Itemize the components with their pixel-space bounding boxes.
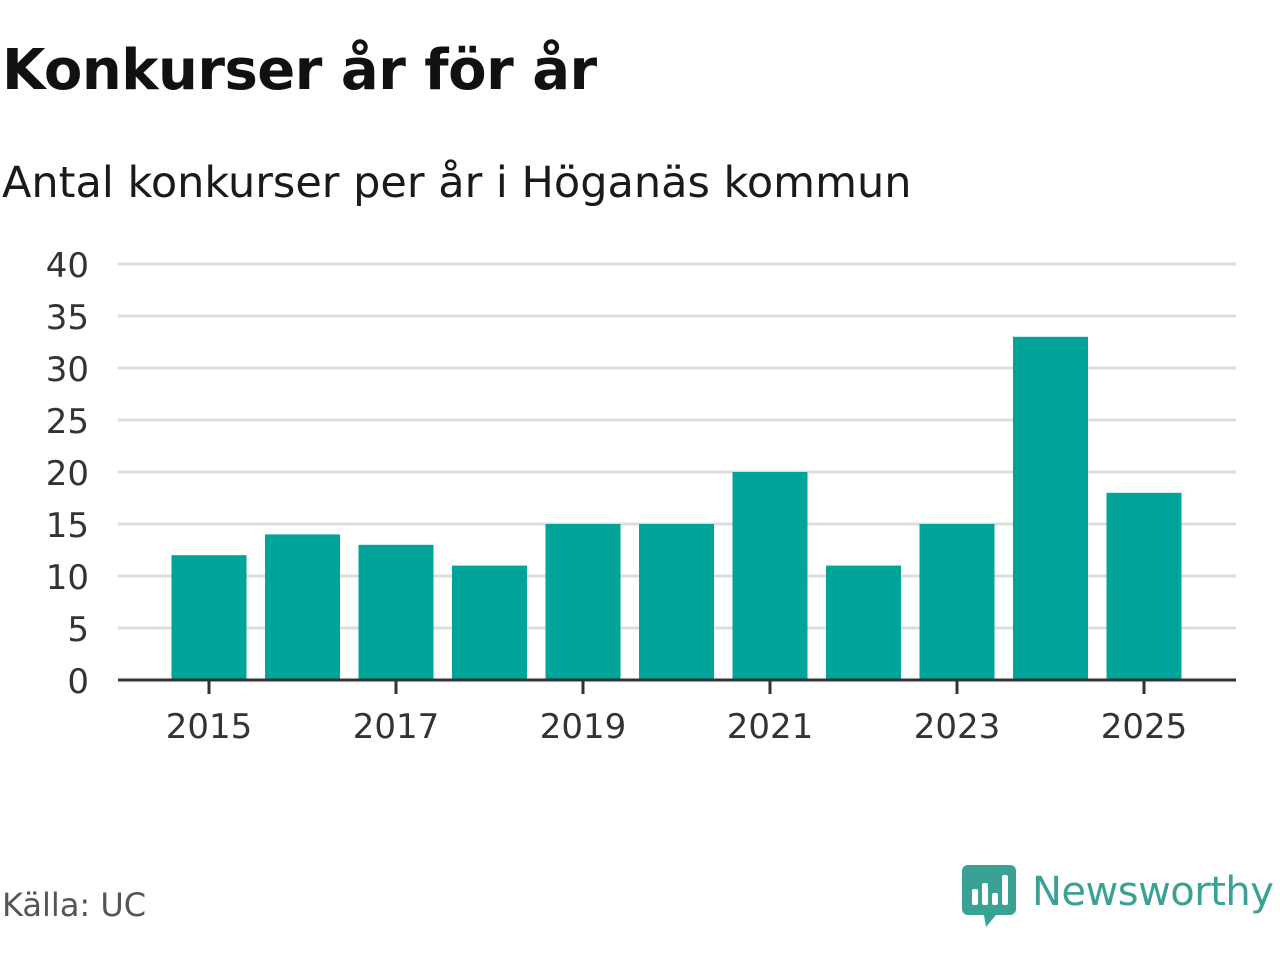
axes bbox=[118, 678, 1236, 694]
y-tick-label: 25 bbox=[46, 402, 89, 442]
x-tick-label: 2019 bbox=[540, 707, 627, 747]
brand-name: Newsworthy bbox=[1032, 869, 1274, 915]
bar-2022 bbox=[826, 565, 901, 680]
bar-2024 bbox=[1013, 336, 1088, 680]
x-tick-label: 2021 bbox=[727, 707, 814, 747]
y-tick-label: 0 bbox=[67, 662, 89, 702]
bar-2017 bbox=[358, 544, 434, 680]
chart-subtitle: Antal konkurser per år i Höganäs kommun bbox=[2, 158, 912, 208]
chart-title: Konkurser år för år bbox=[2, 38, 597, 103]
brand-logo: Newsworthy bbox=[962, 864, 1274, 928]
y-tick-label: 35 bbox=[46, 298, 89, 338]
y-tick-label: 10 bbox=[46, 558, 89, 598]
x-tick-label: 2015 bbox=[166, 707, 253, 747]
bar-2016 bbox=[265, 534, 340, 680]
bar-2023 bbox=[919, 524, 995, 680]
x-tick-label: 2023 bbox=[914, 707, 1001, 747]
y-tick-label: 20 bbox=[46, 454, 89, 494]
bars bbox=[171, 336, 1182, 680]
x-tick-label: 2017 bbox=[353, 707, 440, 747]
bar-2019 bbox=[545, 524, 621, 680]
y-tick-label: 30 bbox=[46, 350, 89, 390]
x-tick-label: 2025 bbox=[1101, 707, 1188, 747]
bar-2020 bbox=[639, 524, 714, 680]
source-note: Källa: UC bbox=[2, 886, 147, 924]
bar-2025 bbox=[1106, 492, 1182, 680]
newsworthy-logo-icon bbox=[962, 865, 1016, 927]
y-tick-label: 40 bbox=[46, 246, 89, 286]
y-tick-label: 5 bbox=[67, 610, 89, 650]
bar-2021 bbox=[732, 472, 808, 680]
bar-2015 bbox=[171, 555, 247, 680]
bar-2018 bbox=[452, 565, 527, 680]
y-tick-label: 15 bbox=[46, 506, 89, 546]
